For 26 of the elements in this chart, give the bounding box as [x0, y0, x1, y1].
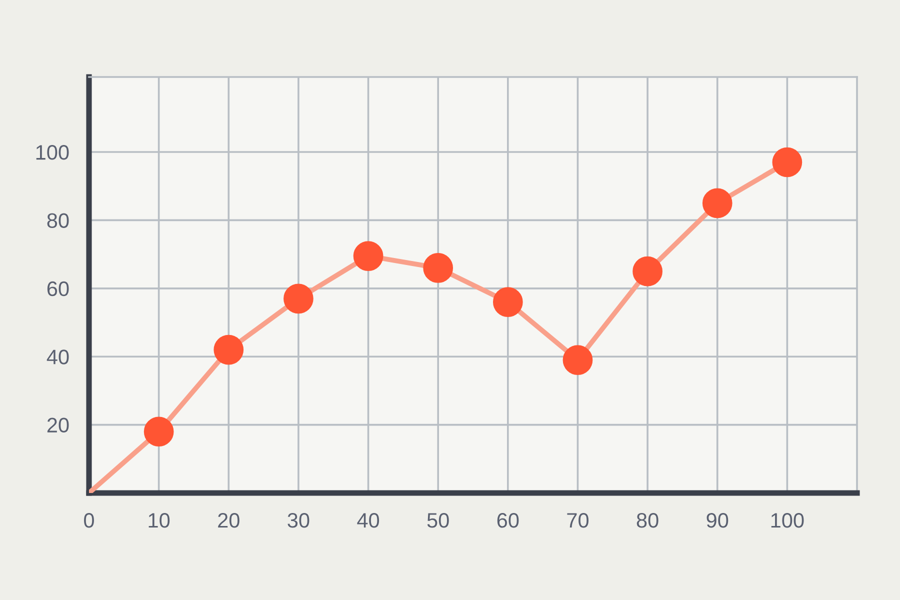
y-tick-label: 80 [47, 213, 69, 228]
x-tick-label: 60 [497, 512, 519, 528]
point [772, 147, 802, 178]
point [144, 416, 174, 447]
point [214, 334, 244, 365]
point [423, 253, 454, 283]
y-tick-label: 20 [47, 418, 69, 433]
x-tick-label: 90 [706, 512, 728, 528]
x-tick-label: 20 [218, 512, 240, 528]
point [492, 287, 523, 317]
x-tick-label: 100 [771, 512, 804, 528]
x-tick-label: 80 [636, 512, 658, 528]
x-tick-label: 10 [148, 512, 170, 528]
x-tick-label: 70 [567, 512, 588, 528]
point [632, 256, 662, 286]
x-tick-label: 30 [288, 512, 310, 528]
y-tick-label: 40 [46, 350, 69, 364]
point [702, 188, 732, 218]
point [284, 284, 314, 314]
point [353, 241, 384, 271]
y-tick-label: 100 [36, 145, 69, 160]
x-tick-label: 0 [84, 512, 94, 528]
x-tick-label: 40 [357, 512, 380, 528]
point [562, 345, 593, 375]
x-tick-label: 50 [427, 512, 449, 528]
y-tick-label: 60 [47, 281, 69, 296]
